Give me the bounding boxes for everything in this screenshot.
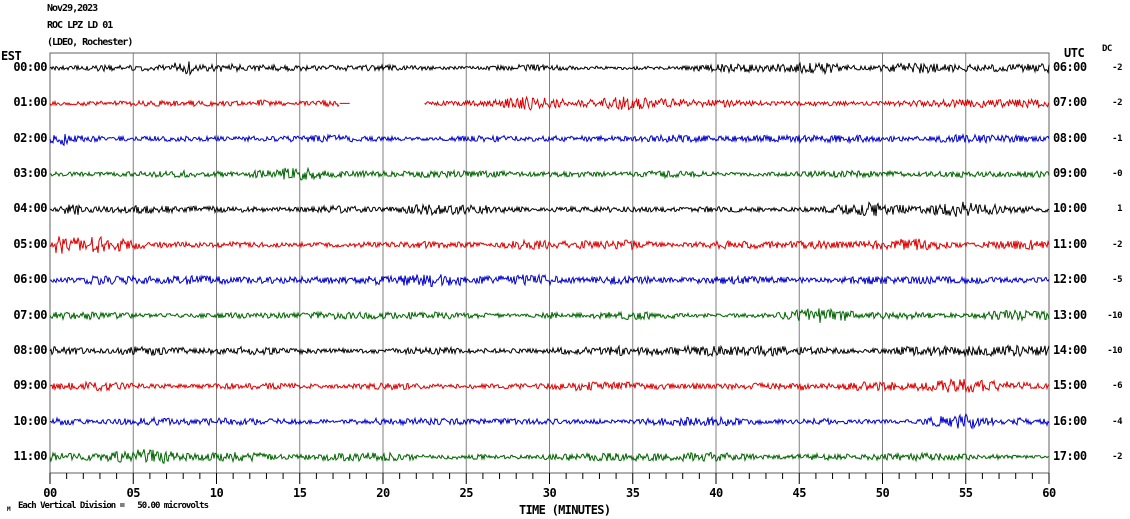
header-location: (LDEO, Rochester) xyxy=(47,37,133,48)
est-time-label: 09:00 xyxy=(13,378,47,393)
est-time-label: 03:00 xyxy=(13,166,47,181)
left-timezone-label: EST xyxy=(1,49,22,63)
utc-time-label: 07:00 xyxy=(1053,95,1087,110)
utc-time-label: 12:00 xyxy=(1053,272,1087,287)
scale-note: Each Vertical Division = 50.00 microvolt… xyxy=(18,501,209,511)
seismogram-trace xyxy=(49,201,1050,217)
utc-time-label: 10:00 xyxy=(1053,201,1087,216)
x-tick-label: 35 xyxy=(626,486,640,500)
dc-offset-value: -0 xyxy=(1112,169,1122,180)
dc-offset-value: -5 xyxy=(1112,275,1122,286)
x-tick-label: 40 xyxy=(709,486,723,500)
utc-time-label: 14:00 xyxy=(1053,342,1087,357)
est-time-label: 10:00 xyxy=(13,413,47,428)
seismogram-trace xyxy=(49,344,1050,358)
x-tick-label: 60 xyxy=(1042,486,1056,500)
x-tick-label: 30 xyxy=(542,486,557,500)
seismogram-trace xyxy=(49,61,1050,76)
x-tick-label: 20 xyxy=(376,486,390,500)
x-tick-label: 45 xyxy=(792,486,807,500)
dc-offset-value: 1 xyxy=(1117,204,1122,215)
dc-offset-value: -6 xyxy=(1112,381,1122,392)
dc-offset-value: -2 xyxy=(1112,239,1122,250)
seismogram-trace xyxy=(49,235,1050,254)
dc-offset-value: -2 xyxy=(1112,98,1122,109)
right-timezone-label: UTC xyxy=(1064,46,1085,60)
est-time-label: 11:00 xyxy=(13,448,47,463)
est-time-label: 00:00 xyxy=(13,60,47,74)
utc-time-label: 15:00 xyxy=(1053,378,1087,393)
header-date: Nov29,2023 xyxy=(47,3,98,14)
utc-time-label: 11:00 xyxy=(1053,236,1087,251)
seismogram-trace xyxy=(50,412,1050,430)
x-tick-label: 50 xyxy=(875,486,890,500)
utc-time-label: 09:00 xyxy=(1053,166,1087,181)
bottom-left-mark: M xyxy=(7,506,11,513)
est-time-label: 04:00 xyxy=(13,201,47,216)
dc-offset-value: -10 xyxy=(1107,310,1122,321)
est-time-label: 06:00 xyxy=(13,272,47,287)
seismogram-trace xyxy=(49,273,1050,288)
seismogram-trace xyxy=(49,133,1050,147)
dc-offset-value: -1 xyxy=(1112,133,1122,144)
x-tick-label: 15 xyxy=(293,486,307,500)
est-time-label: 02:00 xyxy=(13,130,47,145)
utc-time-label: 06:00 xyxy=(1053,60,1087,74)
header-station: ROC LPZ LD 01 xyxy=(47,20,113,31)
x-tick-label: 55 xyxy=(959,486,973,500)
dc-offset-value: -2 xyxy=(1112,451,1122,462)
dc-offset-value: -2 xyxy=(1112,63,1122,73)
dc-offset-value: -10 xyxy=(1107,345,1122,356)
x-axis-title: TIME (MINUTES) xyxy=(519,503,611,517)
x-tick-label: 05 xyxy=(126,486,141,500)
seismogram-trace xyxy=(49,307,1050,323)
utc-time-label: 13:00 xyxy=(1053,307,1087,322)
est-time-label: 08:00 xyxy=(13,342,47,357)
seismogram-trace xyxy=(49,377,1050,394)
utc-time-label: 16:00 xyxy=(1053,413,1087,428)
utc-time-label: 17:00 xyxy=(1053,448,1087,463)
dc-offset-header: DC xyxy=(1102,44,1112,54)
x-tick-label: 10 xyxy=(209,486,224,500)
seismogram-trace xyxy=(49,166,1050,181)
utc-time-label: 08:00 xyxy=(1053,130,1087,145)
seismogram-trace xyxy=(49,449,1050,464)
est-time-label: 01:00 xyxy=(13,95,47,110)
x-tick-label: 00 xyxy=(43,486,57,500)
dc-offset-value: -4 xyxy=(1112,416,1122,427)
x-tick-label: 25 xyxy=(459,486,474,500)
est-time-label: 05:00 xyxy=(13,236,47,251)
est-time-label: 07:00 xyxy=(13,307,47,322)
seismogram-trace xyxy=(49,95,1050,111)
